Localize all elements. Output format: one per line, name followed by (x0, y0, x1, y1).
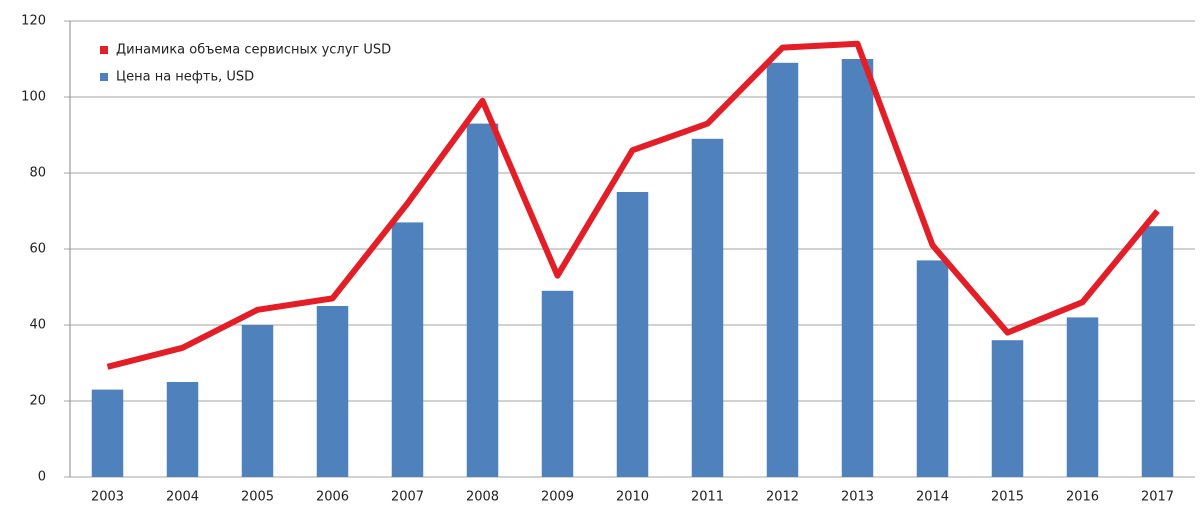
bar (541, 290, 574, 477)
bar (91, 389, 124, 477)
bar (316, 306, 349, 477)
legend-label: Динамика объема сервисных услуг USD (116, 43, 391, 58)
x-tick-label: 2007 (391, 490, 424, 505)
x-tick-label: 2012 (766, 490, 799, 505)
bar (166, 382, 199, 477)
bar (991, 340, 1024, 477)
legend-label: Цена на нефть, USD (116, 70, 254, 85)
x-tick-label: 2014 (916, 490, 949, 505)
legend-swatch (100, 46, 108, 54)
legend-swatch (100, 73, 108, 81)
x-tick-label: 2017 (1141, 490, 1174, 505)
y-tick-label: 60 (29, 242, 46, 257)
bar (916, 260, 949, 477)
bar (1141, 226, 1174, 477)
bar (766, 62, 799, 478)
bar (841, 59, 874, 477)
bar (466, 123, 499, 477)
x-tick-label: 2009 (541, 490, 574, 505)
y-tick-label: 120 (21, 14, 46, 29)
y-tick-label: 80 (29, 166, 46, 181)
x-tick-label: 2006 (316, 490, 349, 505)
y-tick-label: 0 (38, 470, 46, 485)
y-tick-label: 40 (29, 318, 46, 333)
bar (691, 138, 724, 478)
y-tick-label: 20 (29, 394, 46, 409)
x-tick-label: 2005 (241, 490, 274, 505)
y-tick-label: 100 (21, 90, 46, 105)
x-tick-label: 2016 (1066, 490, 1099, 505)
x-tick-label: 2004 (166, 490, 199, 505)
x-tick-label: 2010 (616, 490, 649, 505)
x-tick-label: 2003 (91, 490, 124, 505)
x-tick-label: 2013 (841, 490, 874, 505)
bar (1066, 317, 1099, 477)
x-tick-label: 2011 (691, 490, 724, 505)
line (106, 40, 1160, 370)
bar (241, 325, 274, 477)
bar (391, 222, 424, 477)
x-tick-label: 2008 (466, 490, 499, 505)
bar (616, 192, 649, 477)
x-tick-label: 2015 (991, 490, 1024, 505)
